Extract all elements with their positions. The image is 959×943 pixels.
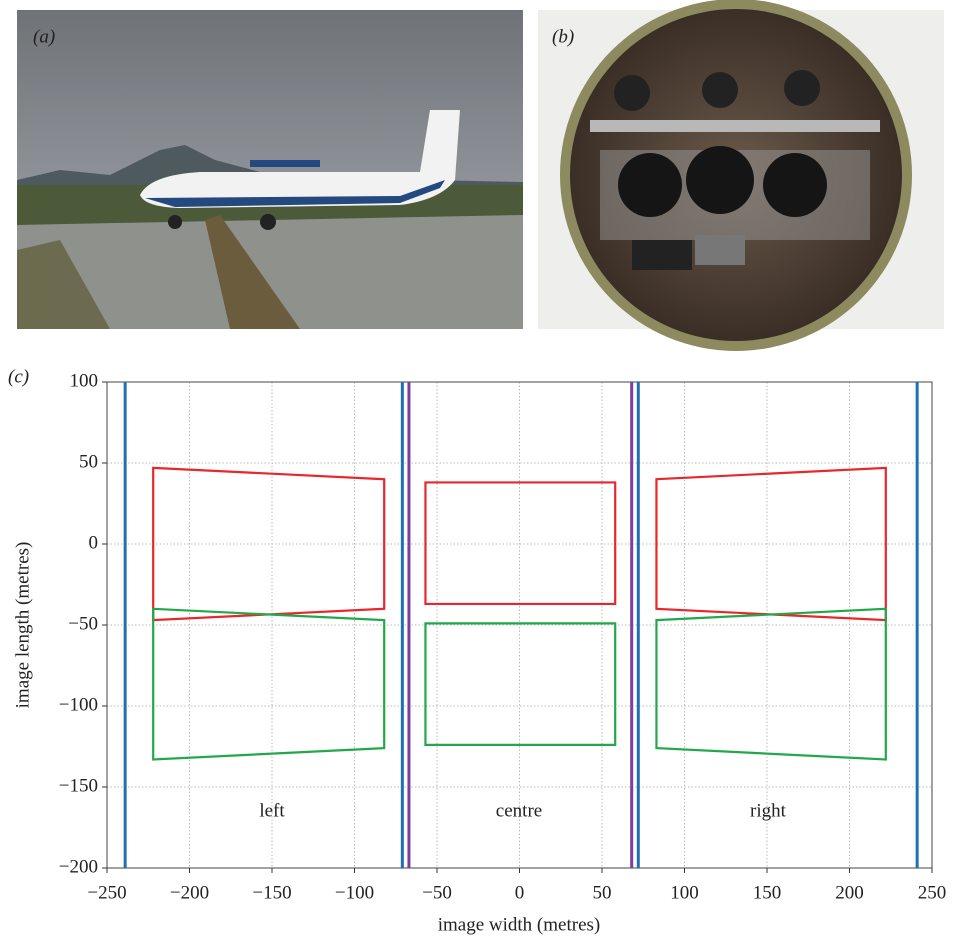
figure: (a) (b) (c) image width (metres) image l… [0, 0, 959, 938]
footprint [153, 609, 384, 760]
x-tick-label: 150 [753, 882, 782, 903]
panel-label: (a) [33, 26, 55, 47]
x-tick-label: −250 [87, 882, 126, 903]
x-tick-label: −100 [335, 882, 374, 903]
annotation: centre [496, 800, 542, 821]
x-tick-label: −200 [170, 882, 209, 903]
footprint [656, 609, 885, 760]
y-tick-label: −50 [68, 613, 98, 634]
y-tick-label: −200 [59, 856, 98, 877]
photo-b [538, 0, 944, 351]
x-tick-label: 0 [515, 882, 525, 903]
x-tick-label: 250 [918, 882, 947, 903]
panel-label: (b) [552, 26, 574, 47]
photo-a [17, 10, 523, 329]
x-axis-label: image width (metres) [438, 914, 601, 935]
y-tick-label: 0 [89, 532, 99, 553]
footprint [425, 482, 615, 604]
annotation: right [750, 800, 787, 821]
x-tick-label: 50 [593, 882, 612, 903]
x-tick-label: 200 [835, 882, 864, 903]
panel-label: (c) [8, 366, 29, 387]
y-tick-label: 50 [79, 451, 98, 472]
y-axis-label: image length (metres) [12, 542, 33, 709]
y-tick-label: −100 [59, 694, 98, 715]
footprint [425, 623, 615, 745]
y-tick-label: 100 [70, 370, 99, 391]
footprint [656, 468, 885, 620]
x-tick-label: 100 [670, 882, 699, 903]
x-tick-label: −50 [422, 882, 452, 903]
annotation: left [259, 800, 285, 821]
x-tick-label: −150 [252, 882, 291, 903]
y-tick-label: −150 [59, 775, 98, 796]
